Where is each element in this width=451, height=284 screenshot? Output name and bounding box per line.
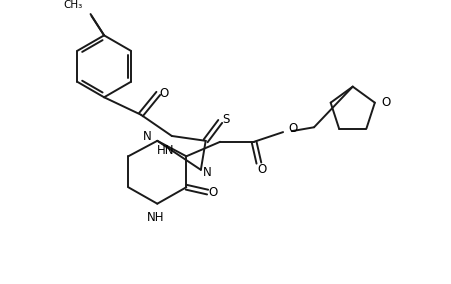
- Text: NH: NH: [146, 211, 164, 224]
- Text: O: O: [257, 163, 266, 176]
- Text: N: N: [202, 166, 211, 179]
- Text: O: O: [159, 87, 168, 100]
- Text: O: O: [287, 122, 296, 135]
- Text: N: N: [143, 130, 151, 143]
- Text: O: O: [208, 185, 217, 199]
- Text: S: S: [222, 113, 229, 126]
- Text: CH₃: CH₃: [64, 0, 83, 10]
- Text: O: O: [381, 96, 390, 109]
- Text: HN: HN: [157, 144, 175, 157]
